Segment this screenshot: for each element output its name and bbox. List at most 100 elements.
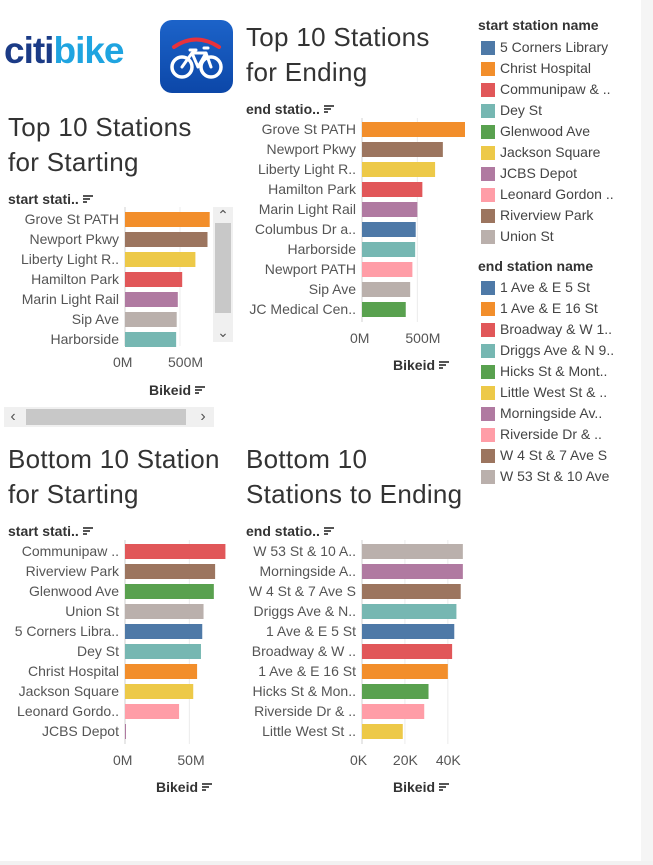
sort-icon[interactable] xyxy=(82,527,93,535)
bar[interactable] xyxy=(125,584,214,599)
legend-swatch[interactable] xyxy=(481,365,495,379)
legend-swatch[interactable] xyxy=(481,209,495,223)
scroll-left-icon[interactable]: ‹ xyxy=(10,408,16,425)
bar[interactable] xyxy=(362,624,455,639)
sort-icon[interactable] xyxy=(439,783,450,791)
vertical-scrollbar[interactable]: ⌃ ⌄ xyxy=(213,207,233,342)
bar[interactable] xyxy=(125,312,177,327)
end-station-header-bottom[interactable]: end statio.. xyxy=(246,523,334,539)
legend-item-label[interactable]: Broadway & W 1.. xyxy=(500,321,613,337)
legend-swatch[interactable] xyxy=(481,449,495,463)
category-label[interactable]: Liberty Light R.. xyxy=(20,251,119,267)
legend-swatch[interactable] xyxy=(481,428,495,442)
legend-item-label[interactable]: Little West St & .. xyxy=(500,384,608,400)
legend-swatch[interactable] xyxy=(481,344,495,358)
legend-item-label[interactable]: W 4 St & 7 Ave S xyxy=(500,447,608,463)
legend-swatch[interactable] xyxy=(481,230,495,244)
category-label[interactable]: Hamilton Park xyxy=(31,271,119,287)
category-label[interactable]: Sip Ave xyxy=(71,311,119,327)
category-label[interactable]: 1 Ave & E 5 St xyxy=(265,623,356,639)
horizontal-scroll-thumb[interactable] xyxy=(26,409,186,425)
legend-swatch[interactable] xyxy=(481,125,495,139)
bar[interactable] xyxy=(125,252,196,267)
category-label[interactable]: Liberty Light R.. xyxy=(257,161,356,177)
sort-icon[interactable] xyxy=(82,195,93,203)
bar[interactable] xyxy=(362,242,416,257)
end-station-header-top[interactable]: end statio.. xyxy=(246,101,334,117)
bar[interactable] xyxy=(362,644,453,659)
legend-swatch[interactable] xyxy=(481,41,495,55)
bar[interactable] xyxy=(362,142,443,157)
horizontal-scrollbar[interactable]: ‹ › xyxy=(4,407,214,427)
bar[interactable] xyxy=(125,332,177,347)
legend-item-label[interactable]: W 53 St & 10 Ave xyxy=(500,468,610,484)
category-label[interactable]: Driggs Ave & N.. xyxy=(253,603,356,619)
scroll-up-icon[interactable]: ⌃ xyxy=(217,207,229,223)
scroll-right-icon[interactable]: › xyxy=(200,408,206,425)
sort-icon[interactable] xyxy=(323,527,334,535)
bar[interactable] xyxy=(362,684,429,699)
legend-swatch[interactable] xyxy=(481,146,495,160)
legend-swatch[interactable] xyxy=(481,83,495,97)
legend-item-label[interactable]: Jackson Square xyxy=(500,144,601,160)
bar[interactable] xyxy=(125,212,210,227)
legend-item-label[interactable]: Dey St xyxy=(500,102,543,118)
category-label[interactable]: Riverside Dr & .. xyxy=(254,703,356,719)
bar[interactable] xyxy=(362,724,403,739)
bottom-starting-axis-title[interactable]: Bikeid xyxy=(156,779,213,795)
category-label[interactable]: Hicks St & Mon.. xyxy=(252,683,356,699)
category-label[interactable]: Harborside xyxy=(287,241,356,257)
category-label[interactable]: Communipaw .. xyxy=(21,543,119,559)
scroll-down-icon[interactable]: ⌄ xyxy=(217,324,229,340)
legend-item-label[interactable]: 5 Corners Library xyxy=(500,39,609,55)
bar[interactable] xyxy=(362,222,416,237)
legend-item-label[interactable]: Glenwood Ave xyxy=(500,123,591,139)
legend-item-label[interactable]: Driggs Ave & N 9.. xyxy=(500,342,615,358)
vertical-scroll-thumb[interactable] xyxy=(215,223,231,313)
category-label[interactable]: Grove St PATH xyxy=(261,121,356,137)
bar[interactable] xyxy=(125,704,180,719)
bar[interactable] xyxy=(362,122,465,137)
category-label[interactable]: Harborside xyxy=(50,331,119,347)
legend-item-label[interactable]: 1 Ave & E 5 St xyxy=(500,279,591,295)
bar[interactable] xyxy=(125,604,204,619)
start-station-header-bottom[interactable]: start stati.. xyxy=(8,523,93,539)
category-label[interactable]: W 4 St & 7 Ave S xyxy=(248,583,356,599)
category-label[interactable]: Union St xyxy=(65,603,119,619)
bar[interactable] xyxy=(125,724,126,739)
bar[interactable] xyxy=(125,544,226,559)
category-label[interactable]: Riverview Park xyxy=(25,563,119,579)
legend-item-label[interactable]: Union St xyxy=(500,228,554,244)
category-label[interactable]: Morningside A.. xyxy=(259,563,357,579)
bottom-ending-axis-title[interactable]: Bikeid xyxy=(393,779,450,795)
legend-swatch[interactable] xyxy=(481,407,495,421)
legend-item-label[interactable]: Communipaw & .. xyxy=(500,81,611,97)
sort-icon[interactable] xyxy=(202,783,213,791)
category-label[interactable]: Newport Pkwy xyxy=(266,141,356,157)
category-label[interactable]: Columbus Dr a.. xyxy=(254,221,356,237)
category-label[interactable]: Leonard Gordo.. xyxy=(17,703,119,719)
bar[interactable] xyxy=(362,564,463,579)
bar[interactable] xyxy=(362,704,425,719)
sort-icon[interactable] xyxy=(323,105,334,113)
legend-swatch[interactable] xyxy=(481,281,495,295)
legend-item-label[interactable]: Morningside Av.. xyxy=(500,405,603,421)
legend-item-label[interactable]: JCBS Depot xyxy=(500,165,578,181)
bar[interactable] xyxy=(125,232,208,247)
bar[interactable] xyxy=(362,544,463,559)
legend-swatch[interactable] xyxy=(481,386,495,400)
legend-item-label[interactable]: Hicks St & Mont.. xyxy=(500,363,608,379)
bar[interactable] xyxy=(125,292,178,307)
category-label[interactable]: JC Medical Cen.. xyxy=(249,301,356,317)
top-starting-axis-title[interactable]: Bikeid xyxy=(149,382,206,398)
bar[interactable] xyxy=(362,584,461,599)
category-label[interactable]: Jackson Square xyxy=(18,683,119,699)
bar[interactable] xyxy=(125,624,203,639)
start-station-header-top[interactable]: start stati.. xyxy=(8,191,93,207)
bar[interactable] xyxy=(362,664,448,679)
sort-icon[interactable] xyxy=(195,386,206,394)
sort-icon[interactable] xyxy=(439,361,450,369)
bar[interactable] xyxy=(362,282,411,297)
bar[interactable] xyxy=(362,162,436,177)
bar[interactable] xyxy=(362,202,418,217)
